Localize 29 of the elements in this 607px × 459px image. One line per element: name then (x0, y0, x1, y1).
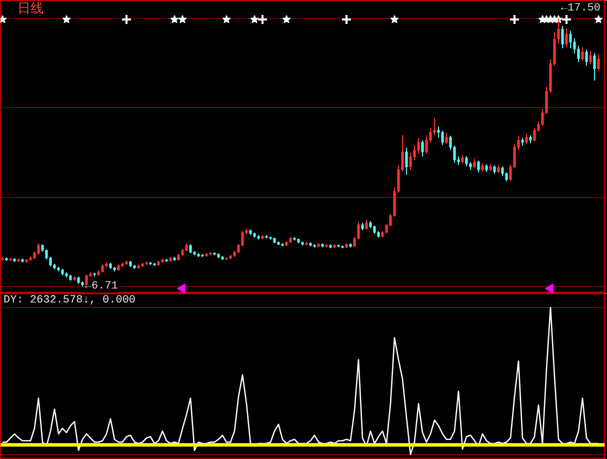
candlestick (473, 158, 476, 169)
chart-title: DY: 2632.578↓, 0.000 (4, 294, 136, 306)
candlestick (365, 219, 368, 230)
candlestick (465, 156, 468, 167)
candlestick (421, 140, 424, 157)
candlestick (441, 130, 444, 146)
text: ←17.50 (560, 2, 601, 14)
candlestick (585, 49, 588, 66)
candlestick (445, 132, 448, 144)
candlestick (589, 50, 592, 65)
candlestick (561, 25, 564, 49)
candlestick (437, 126, 440, 138)
candlestick (409, 152, 412, 171)
candlestick (477, 160, 480, 173)
candlestick (525, 134, 528, 144)
candlestick (533, 127, 536, 142)
candlestick (405, 147, 408, 176)
candlestick (569, 30, 572, 49)
candlestick (37, 242, 40, 255)
candlestick (501, 166, 504, 177)
candlestick (577, 45, 580, 62)
annotation: ←6.71 (84, 280, 118, 293)
chart-title: 日线 (18, 2, 44, 16)
candlestick (565, 28, 568, 48)
candlestick (581, 46, 584, 62)
candlestick (597, 54, 600, 72)
candlestick (417, 137, 420, 154)
candlestick (425, 134, 428, 154)
candlestick (593, 52, 596, 82)
